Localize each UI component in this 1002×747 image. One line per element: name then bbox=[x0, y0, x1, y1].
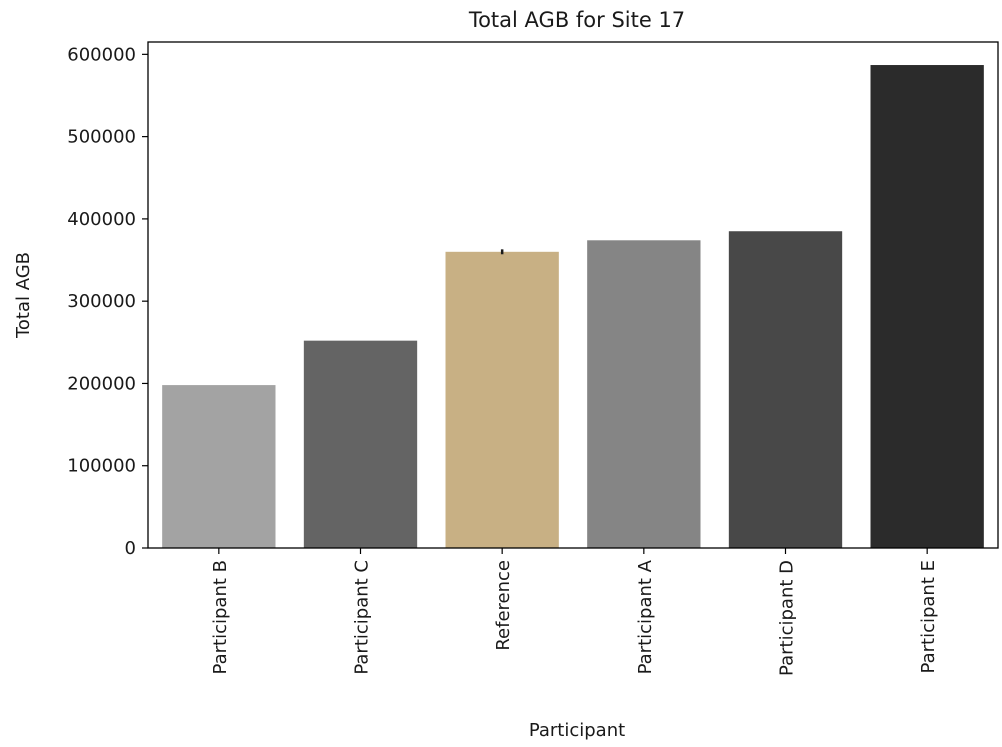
bar-participant-d bbox=[728, 231, 843, 548]
bar-participant-b bbox=[162, 385, 276, 548]
x-axis-label: Participant bbox=[529, 720, 625, 741]
x-tick-label: Participant D bbox=[777, 560, 798, 676]
bar-participant-c bbox=[303, 340, 418, 548]
bar-participant-e bbox=[870, 65, 984, 548]
y-tick-label: 100000 bbox=[67, 456, 136, 477]
x-tick-label: Participant C bbox=[352, 560, 373, 675]
plot-frame bbox=[147, 41, 999, 549]
y-tick-label: 400000 bbox=[67, 209, 136, 230]
x-tick-label: Reference bbox=[493, 560, 514, 651]
x-tick-label: Participant E bbox=[918, 560, 939, 673]
y-axis-label: Total AGB bbox=[13, 252, 34, 339]
bar-participant-a bbox=[587, 240, 701, 548]
y-axis-ticks: 0 100000 200000 300000 400000 500000 600000 bbox=[67, 44, 148, 559]
y-tick-label: 300000 bbox=[67, 291, 136, 312]
x-tick-label: Participant B bbox=[210, 560, 231, 674]
y-tick-label: 500000 bbox=[67, 127, 136, 148]
bars-group bbox=[162, 65, 984, 548]
x-axis-ticks: Participant B Participant C Reference Parti… bbox=[210, 548, 939, 676]
x-tick-label: Participant A bbox=[635, 559, 656, 674]
bar-reference bbox=[445, 251, 559, 548]
y-tick-label: 600000 bbox=[67, 44, 136, 65]
y-tick-label: 200000 bbox=[67, 373, 136, 394]
chart-title: Total AGB for Site 17 bbox=[468, 8, 685, 32]
y-tick-label: 0 bbox=[125, 538, 136, 559]
